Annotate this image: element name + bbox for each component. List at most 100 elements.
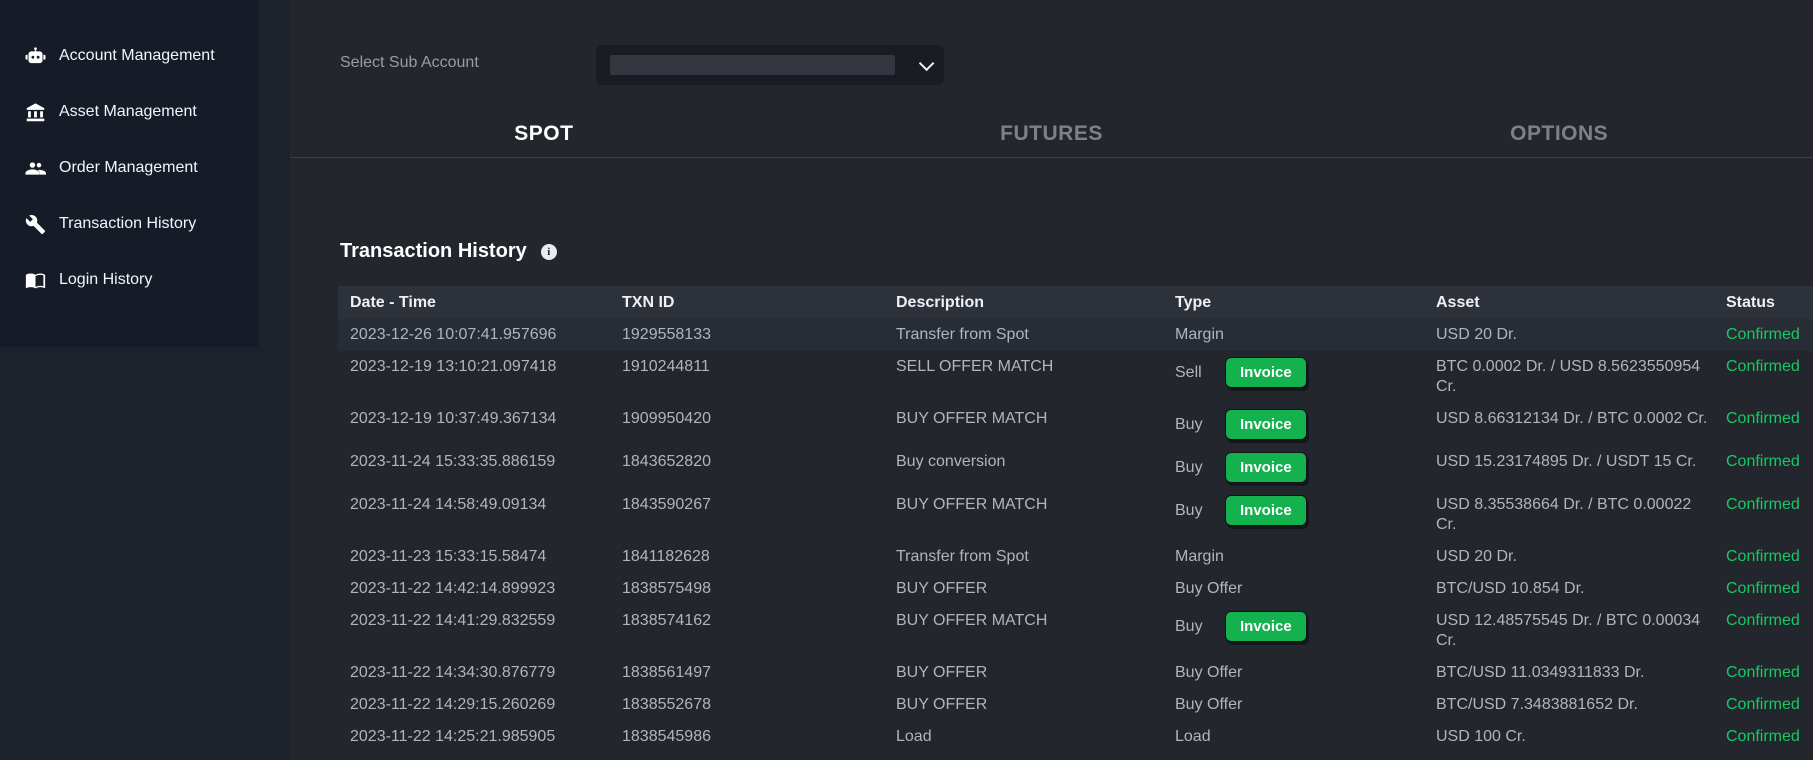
type-cell: Margin [1163, 541, 1424, 573]
asset-cell: BTC/USD 10.854 Dr. [1436, 580, 1585, 597]
sub-account-select[interactable] [596, 45, 944, 85]
sidebar-item-transaction-history[interactable]: Transaction History [0, 196, 258, 252]
sidebar-item-login-history[interactable]: Login History [0, 252, 258, 308]
datetime-cell: 2023-11-23 15:33:15.58474 [350, 548, 547, 565]
book-icon [25, 270, 46, 291]
column-header-date-time: Date - Time [338, 286, 610, 319]
transaction-table-zone: Date - Time TXN ID Description Type Asse… [338, 286, 1813, 753]
chevron-down-icon [918, 55, 935, 71]
type-label: Margin [1175, 548, 1224, 565]
table-row: 2023-12-19 13:10:21.097418 1910244811 SE… [338, 351, 1813, 403]
txn-id-cell: 1838561497 [622, 664, 711, 681]
column-header-status: Status [1714, 286, 1813, 319]
invoice-button[interactable]: Invoice [1225, 357, 1307, 388]
type-label: Buy [1175, 617, 1203, 635]
asset-cell: USD 8.35538664 Dr. / BTC 0.00022 Cr. [1436, 496, 1692, 533]
section-title-row: Transaction History i [340, 240, 557, 263]
type-label: Buy Offer [1175, 696, 1243, 713]
status-badge: Confirmed [1726, 548, 1800, 565]
info-icon[interactable]: i [540, 243, 557, 260]
asset-cell: USD 20 Dr. [1424, 319, 1714, 351]
column-header-txn-id: TXN ID [610, 286, 884, 319]
asset-cell: BTC/USD 7.3483881652 Dr. [1436, 696, 1638, 713]
column-header-description: Description [884, 286, 1163, 319]
datetime-cell: 2023-11-24 14:58:49.09134 [350, 496, 547, 513]
sidebar-item-label: Asset Management [59, 103, 197, 120]
select-sub-account-label: Select Sub Account [340, 54, 479, 71]
sidebar: Account Management Asset Management Orde… [0, 0, 258, 347]
invoice-button[interactable]: Invoice [1225, 452, 1307, 483]
status-badge: Confirmed [1726, 410, 1800, 427]
description-cell: BUY OFFER MATCH [896, 496, 1048, 513]
type-cell: Buy Invoice [1163, 446, 1424, 489]
status-badge: Confirmed [1726, 580, 1800, 597]
bank-icon [25, 102, 46, 123]
type-label: Buy [1175, 458, 1203, 476]
table-row: 2023-11-22 14:25:21.985905 1838545986 Lo… [338, 721, 1813, 753]
txn-id-cell: 1929558133 [610, 319, 884, 351]
sidebar-item-order-management[interactable]: Order Management [0, 140, 258, 196]
table-row: 2023-11-22 14:42:14.899923 1838575498 BU… [338, 573, 1813, 605]
txn-id-cell: 1838575498 [622, 580, 711, 597]
invoice-button[interactable]: Invoice [1225, 611, 1307, 642]
transaction-table-body: 2023-12-26 10:07:41.957696 1929558133 Tr… [338, 319, 1813, 753]
description-cell: BUY OFFER MATCH [896, 612, 1048, 629]
datetime-cell: 2023-11-22 14:41:29.832559 [350, 612, 556, 629]
asset-cell: USD 15.23174895 Dr. / USDT 15 Cr. [1436, 453, 1697, 470]
table-row: 2023-11-24 14:58:49.09134 1843590267 BUY… [338, 489, 1813, 541]
type-cell: Margin [1163, 319, 1424, 351]
datetime-cell: 2023-11-22 14:29:15.260269 [350, 696, 556, 713]
status-badge: Confirmed [1726, 664, 1800, 681]
description-cell: Buy conversion [896, 453, 1006, 470]
status-badge: Confirmed [1726, 728, 1800, 745]
type-cell: Load [1163, 721, 1424, 753]
type-label: Margin [1175, 326, 1224, 343]
datetime-cell: 2023-12-19 13:10:21.097418 [350, 358, 557, 375]
sidebar-item-label: Order Management [59, 159, 198, 176]
description-cell: Load [896, 728, 932, 745]
invoice-button[interactable]: Invoice [1225, 495, 1307, 526]
description-cell: BUY OFFER [896, 580, 988, 597]
type-cell: Buy Offer [1163, 657, 1424, 689]
type-label: Buy [1175, 501, 1203, 519]
type-cell: Sell Invoice [1163, 351, 1424, 403]
robot-icon [25, 46, 46, 67]
asset-cell: USD 8.66312134 Dr. / BTC 0.0002 Cr. [1436, 410, 1708, 427]
type-cell: Buy Invoice [1163, 403, 1424, 446]
page-title: Transaction History [340, 240, 527, 262]
tab-options[interactable]: OPTIONS [1510, 122, 1609, 145]
table-row: 2023-11-22 14:29:15.260269 1838552678 BU… [338, 689, 1813, 721]
asset-cell: BTC/USD 11.0349311833 Dr. [1436, 664, 1645, 681]
invoice-button[interactable]: Invoice [1225, 409, 1307, 440]
type-label: Buy [1175, 415, 1203, 433]
txn-id-cell: 1843652820 [622, 453, 711, 470]
table-row: 2023-12-26 10:07:41.957696 1929558133 Tr… [338, 319, 1813, 351]
sidebar-item-label: Login History [59, 271, 153, 288]
status-badge: Confirmed [1714, 319, 1813, 351]
description-cell: BUY OFFER [896, 664, 988, 681]
txn-id-cell: 1838545986 [622, 728, 711, 745]
sidebar-item-asset-management[interactable]: Asset Management [0, 84, 258, 140]
type-label: Load [1175, 728, 1211, 745]
market-tabs: SPOT FUTURES OPTIONS [290, 100, 1813, 158]
txn-id-cell: 1909950420 [622, 410, 711, 427]
type-cell: Buy Invoice [1163, 489, 1424, 541]
asset-cell: USD 12.48575545 Dr. / BTC 0.00034 Cr. [1436, 612, 1701, 649]
table-header: Date - Time TXN ID Description Type Asse… [338, 286, 1813, 319]
txn-id-cell: 1841182628 [622, 548, 710, 565]
tab-spot[interactable]: SPOT [514, 122, 574, 145]
datetime-cell: 2023-12-26 10:07:41.957696 [338, 319, 610, 351]
sub-account-row: Select Sub Account [290, 0, 1813, 100]
status-badge: Confirmed [1726, 696, 1800, 713]
selected-value-bar [610, 55, 895, 75]
sidebar-item-account-management[interactable]: Account Management [0, 28, 258, 84]
table-row: 2023-11-22 14:34:30.876779 1838561497 BU… [338, 657, 1813, 689]
users-icon [25, 158, 46, 179]
tab-futures[interactable]: FUTURES [1000, 122, 1103, 145]
type-cell: Buy Offer [1163, 573, 1424, 605]
status-badge: Confirmed [1726, 612, 1800, 629]
datetime-cell: 2023-11-22 14:34:30.876779 [350, 664, 556, 681]
wrench-icon [25, 214, 46, 235]
sidebar-item-label: Transaction History [59, 215, 197, 232]
description-cell: BUY OFFER [896, 696, 988, 713]
